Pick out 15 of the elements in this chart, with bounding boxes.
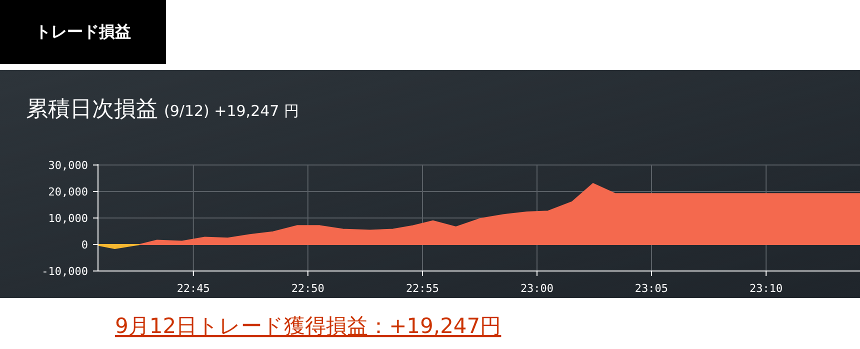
- chart-subtitle: (9/12) +19,247 円: [164, 102, 299, 120]
- y-tick-label: 10,000: [48, 212, 88, 225]
- y-tick-label: 20,000: [48, 186, 88, 198]
- x-tick-label: 22:45: [176, 282, 210, 295]
- note: 9月12日トレード獲得損益：+19,247円: [115, 314, 502, 338]
- chart-title: 累積日次損益: [26, 97, 158, 122]
- header: トレード損益: [35, 22, 131, 41]
- x-tick-label: 22:50: [291, 282, 324, 295]
- x-tick-label: 23:00: [520, 282, 554, 295]
- y-tick-label: 30,000: [48, 159, 88, 172]
- x-tick-label: 23:05: [634, 282, 668, 295]
- x-tick-label: 23:10: [750, 282, 783, 295]
- x-tick-label: 22:55: [406, 282, 440, 295]
- y-tick-label: -10,000: [42, 265, 88, 278]
- y-tick-label: 0: [81, 238, 88, 252]
